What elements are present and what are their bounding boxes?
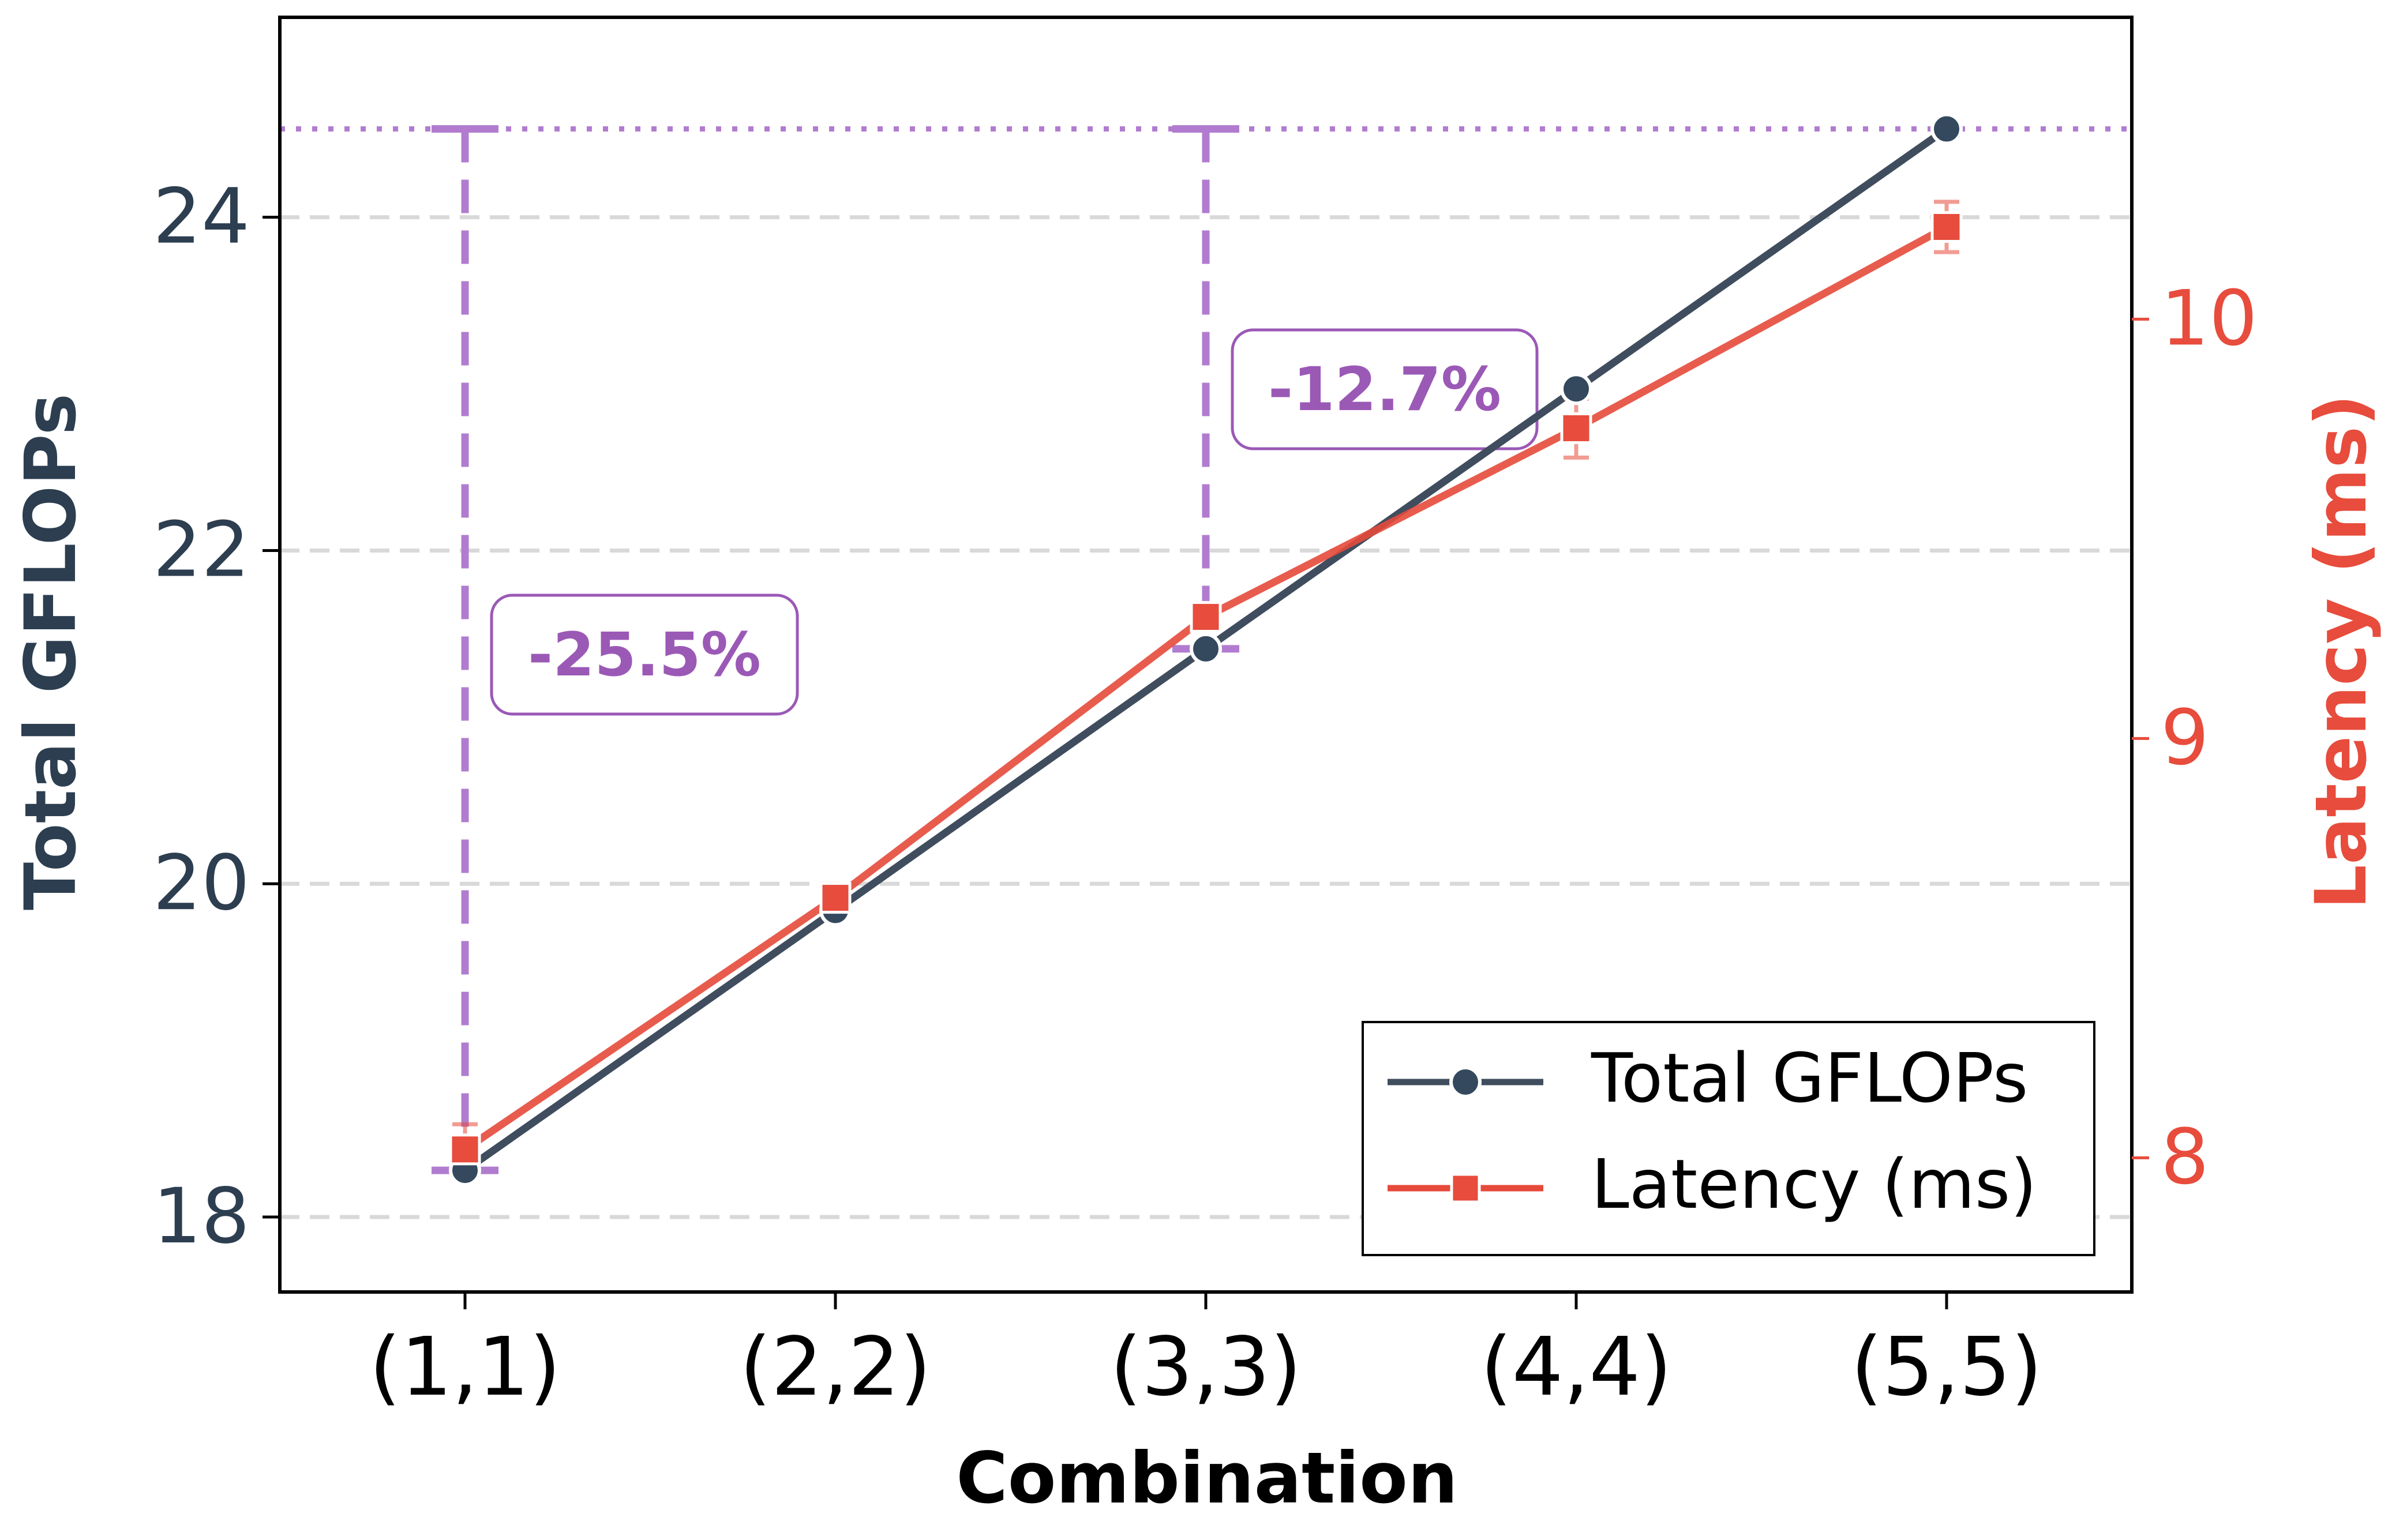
x-tick-label: (3,3) xyxy=(1110,1320,1302,1414)
right-tick-label: 8 xyxy=(2161,1113,2209,1201)
left-tick-label: 20 xyxy=(153,839,250,927)
left-tick-label: 24 xyxy=(153,172,250,261)
right-tick-label: 10 xyxy=(2161,274,2258,363)
annotation-label: -12.7% xyxy=(1268,354,1501,425)
right-y-axis-label: Latency (ms) xyxy=(2300,394,2382,910)
left-tick-label: 18 xyxy=(153,1172,250,1261)
left-tick-label: 22 xyxy=(153,505,250,594)
series xyxy=(449,112,1963,1187)
x-tick-label: (2,2) xyxy=(740,1320,931,1414)
annotations: -25.5% -12.7% xyxy=(432,125,1539,1174)
point-latency xyxy=(819,882,852,914)
legend-marker-square xyxy=(1450,1173,1481,1204)
point-total-gflops xyxy=(1560,373,1592,405)
legend-box xyxy=(1362,1021,2095,1256)
annotation-label: -25.5% xyxy=(528,619,761,690)
point-latency xyxy=(449,1133,481,1166)
legend-entry-latency: Latency (ms) xyxy=(1388,1144,2037,1224)
left-y-axis-label: Total GFLOPs xyxy=(10,393,92,910)
annotation-box xyxy=(1231,328,1539,450)
point-total-gflops xyxy=(1190,632,1222,665)
right-tick-label: 9 xyxy=(2161,693,2209,782)
x-tick-label: (4,4) xyxy=(1480,1320,1672,1414)
legend: Total GFLOPs Latency (ms) xyxy=(1362,1021,2095,1256)
point-latency xyxy=(1930,211,1963,243)
legend-label-gflops: Total GFLOPs xyxy=(1591,1038,2028,1118)
x-tick-label: (5,5) xyxy=(1851,1320,2042,1414)
legend-label-latency: Latency (ms) xyxy=(1591,1144,2037,1224)
x-tick-label: (1,1) xyxy=(369,1320,561,1414)
point-latency xyxy=(1560,412,1592,444)
axes: 18 20 22 24 8 9 10 (1,1) (2,2) (3,3) (4,4) (5,5) xyxy=(153,16,2258,1414)
legend-marker-circle xyxy=(1449,1066,1482,1098)
x-axis-label: Combination xyxy=(956,1437,1458,1519)
point-latency xyxy=(1190,601,1222,633)
annotation-box xyxy=(490,594,799,716)
point-total-gflops xyxy=(1930,112,1963,145)
legend-entry-gflops: Total GFLOPs xyxy=(1388,1038,2028,1118)
